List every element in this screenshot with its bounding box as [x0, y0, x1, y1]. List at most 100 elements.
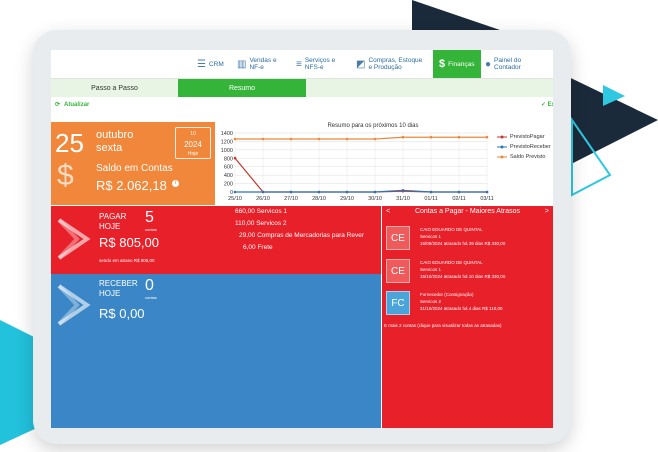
data-point	[429, 135, 433, 139]
dollar-icon: $	[439, 57, 446, 70]
y-tick-label: 1200	[221, 139, 233, 145]
x-tick-label: 26/10	[256, 196, 270, 202]
data-point	[317, 137, 321, 141]
list-item[interactable]: 29,00 Compras de Mercadorias para Rever	[239, 232, 365, 239]
nav-financas[interactable]: $ Finanças	[433, 50, 481, 78]
avatar: FC	[386, 291, 410, 315]
data-point	[429, 190, 433, 194]
y-tick-label: 1000	[221, 148, 233, 154]
nav-painel-contador[interactable]: ● Painel do Contador	[485, 57, 522, 71]
data-point	[317, 190, 321, 194]
sub-tabs: Passo a Passo Resumo	[51, 79, 553, 97]
pagar-amount: R$ 805,00	[99, 235, 159, 250]
nav-servicos[interactable]: ≡ Serviços e NFS-e	[296, 57, 336, 71]
prev-button[interactable]: <	[386, 208, 391, 215]
series-line	[235, 136, 487, 140]
pagar-label: PAGAR HOJE	[99, 212, 127, 231]
legend-item: PrevistoReceber	[497, 142, 551, 152]
top-navigation: ☰ CRM ▥ Vendas e NF-e ≡ Serviços e NFS-e…	[51, 50, 553, 79]
data-point	[233, 137, 237, 141]
refresh-button[interactable]: ⟳ Atualizar	[55, 101, 90, 109]
chevron-right-icon	[57, 284, 91, 326]
chart-plot: 0 200 400 600 800 1000 1200 1400 25/10 26/10 27/10…	[221, 131, 494, 202]
chart-legend: PrevistoPagar PrevistoReceber Saldo Prev…	[497, 132, 551, 162]
legend-item: PrevistoPagar	[497, 132, 551, 142]
y-tick-label: 600	[224, 165, 233, 171]
current-weekday: sexta	[96, 142, 123, 154]
y-tick-label: 0	[230, 190, 233, 196]
data-point	[345, 137, 349, 141]
receber-count: 0	[145, 277, 154, 294]
data-point	[373, 190, 377, 194]
x-tick-label: 30/10	[368, 196, 382, 202]
receber-count-label: contas	[145, 295, 157, 300]
app-screen: ☰ CRM ▥ Vendas e NF-e ≡ Serviços e NFS-e…	[51, 50, 553, 428]
more-link[interactable]: E mais 2 contas (clique para visualizar …	[384, 323, 502, 328]
exit-button[interactable]: ✓ Ex	[540, 102, 553, 108]
nav-compras[interactable]: ◩ Compras, Estoque e Produção	[356, 57, 423, 71]
toolbar: ⟳ Atualizar ✓ Ex	[51, 97, 553, 113]
x-tick-label: 25/10	[228, 196, 242, 202]
user-icon: ●	[485, 58, 492, 70]
calendar-widget[interactable]: 10 2024 Hoje	[175, 127, 211, 159]
dollar-icon: $	[57, 159, 74, 192]
x-tick-label: 27/10	[284, 196, 298, 202]
list-item[interactable]: 660,00 Servicos 1	[235, 208, 288, 215]
nav-vendas[interactable]: ▥ Vendas e NF-e	[237, 57, 277, 71]
data-point	[289, 190, 293, 194]
data-point	[457, 190, 461, 194]
data-point	[289, 137, 293, 141]
forecast-chart: Resumo para os próximos 10 dias 0 200 400 6…	[215, 122, 553, 205]
info-icon[interactable]: i	[172, 180, 179, 187]
data-point	[233, 190, 237, 194]
maiores-atrasos-panel: < Contas a Pagar - Maiores Atrasos > CE …	[382, 206, 553, 428]
y-tick-label: 800	[224, 156, 233, 162]
date-balance-card: 25 outubro sexta 10 2024 Hoje $ Saldo em…	[51, 122, 215, 205]
box-icon: ◩	[356, 58, 366, 70]
filter-icon: ☰	[197, 58, 206, 70]
legend-item: Saldo Previsto	[497, 152, 551, 162]
series-line	[235, 189, 487, 193]
tab-resumo[interactable]: Resumo	[178, 79, 306, 97]
panel-title: Contas a Pagar - Maiores Atrasos	[414, 208, 521, 215]
data-point	[373, 137, 377, 141]
list-item[interactable]: CE CAIO EDUARDO DE QUINTAL Servicos 1 16…	[386, 226, 551, 250]
refresh-icon: ⟳	[55, 102, 61, 108]
data-point	[401, 135, 405, 139]
current-day: 25	[55, 128, 84, 158]
avatar: CE	[386, 226, 410, 250]
data-point	[345, 190, 349, 194]
data-point	[401, 189, 405, 192]
receber-hoje-card[interactable]: RECEBER HOJE 0 contas R$ 0,00	[51, 274, 381, 428]
receber-label: RECEBER HOJE	[99, 279, 138, 298]
pagar-count: 5	[145, 209, 154, 226]
x-tick-label: 01/11	[424, 196, 437, 202]
pagar-hoje-card[interactable]: PAGAR HOJE 5 contas R$ 805,00 sendo em at…	[51, 206, 381, 274]
balance-label: Saldo em Contas	[96, 163, 173, 174]
data-point	[233, 156, 237, 160]
x-tick-label: 29/10	[340, 196, 354, 202]
list-item[interactable]: 110,00 Servicos 2	[235, 220, 287, 227]
data-point	[485, 190, 489, 194]
list-icon: ≡	[296, 58, 302, 70]
chart-title: Resumo para os próximos 10 dias	[327, 123, 419, 129]
x-tick-label: 03/11	[480, 196, 493, 202]
bar-chart-icon: ▥	[237, 58, 247, 70]
pagar-count-label: contas	[145, 227, 157, 232]
current-month: outubro	[96, 129, 134, 141]
tab-passo-a-passo[interactable]: Passo a Passo	[91, 84, 138, 92]
list-item[interactable]: FC Fornecedor (Consignação) Servicos 2 2…	[386, 291, 551, 315]
pagar-late: sendo em atraso R$ 805,00	[99, 258, 155, 263]
list-item[interactable]: 6,00 Frete	[243, 244, 273, 251]
nav-crm[interactable]: ☰ CRM	[197, 58, 224, 70]
data-point	[261, 190, 265, 194]
receber-amount: R$ 0,00	[99, 306, 145, 321]
x-tick-label: 02/11	[452, 196, 465, 202]
data-point	[485, 135, 489, 139]
list-item[interactable]: CE CAIO EDUARDO DE QUINTAL Servicos 1 15…	[386, 259, 551, 283]
data-point	[457, 135, 461, 139]
y-tick-label: 400	[224, 173, 233, 179]
balance-value: R$ 2.062,18	[96, 178, 167, 193]
data-point	[261, 137, 265, 141]
next-button[interactable]: >	[544, 208, 549, 215]
